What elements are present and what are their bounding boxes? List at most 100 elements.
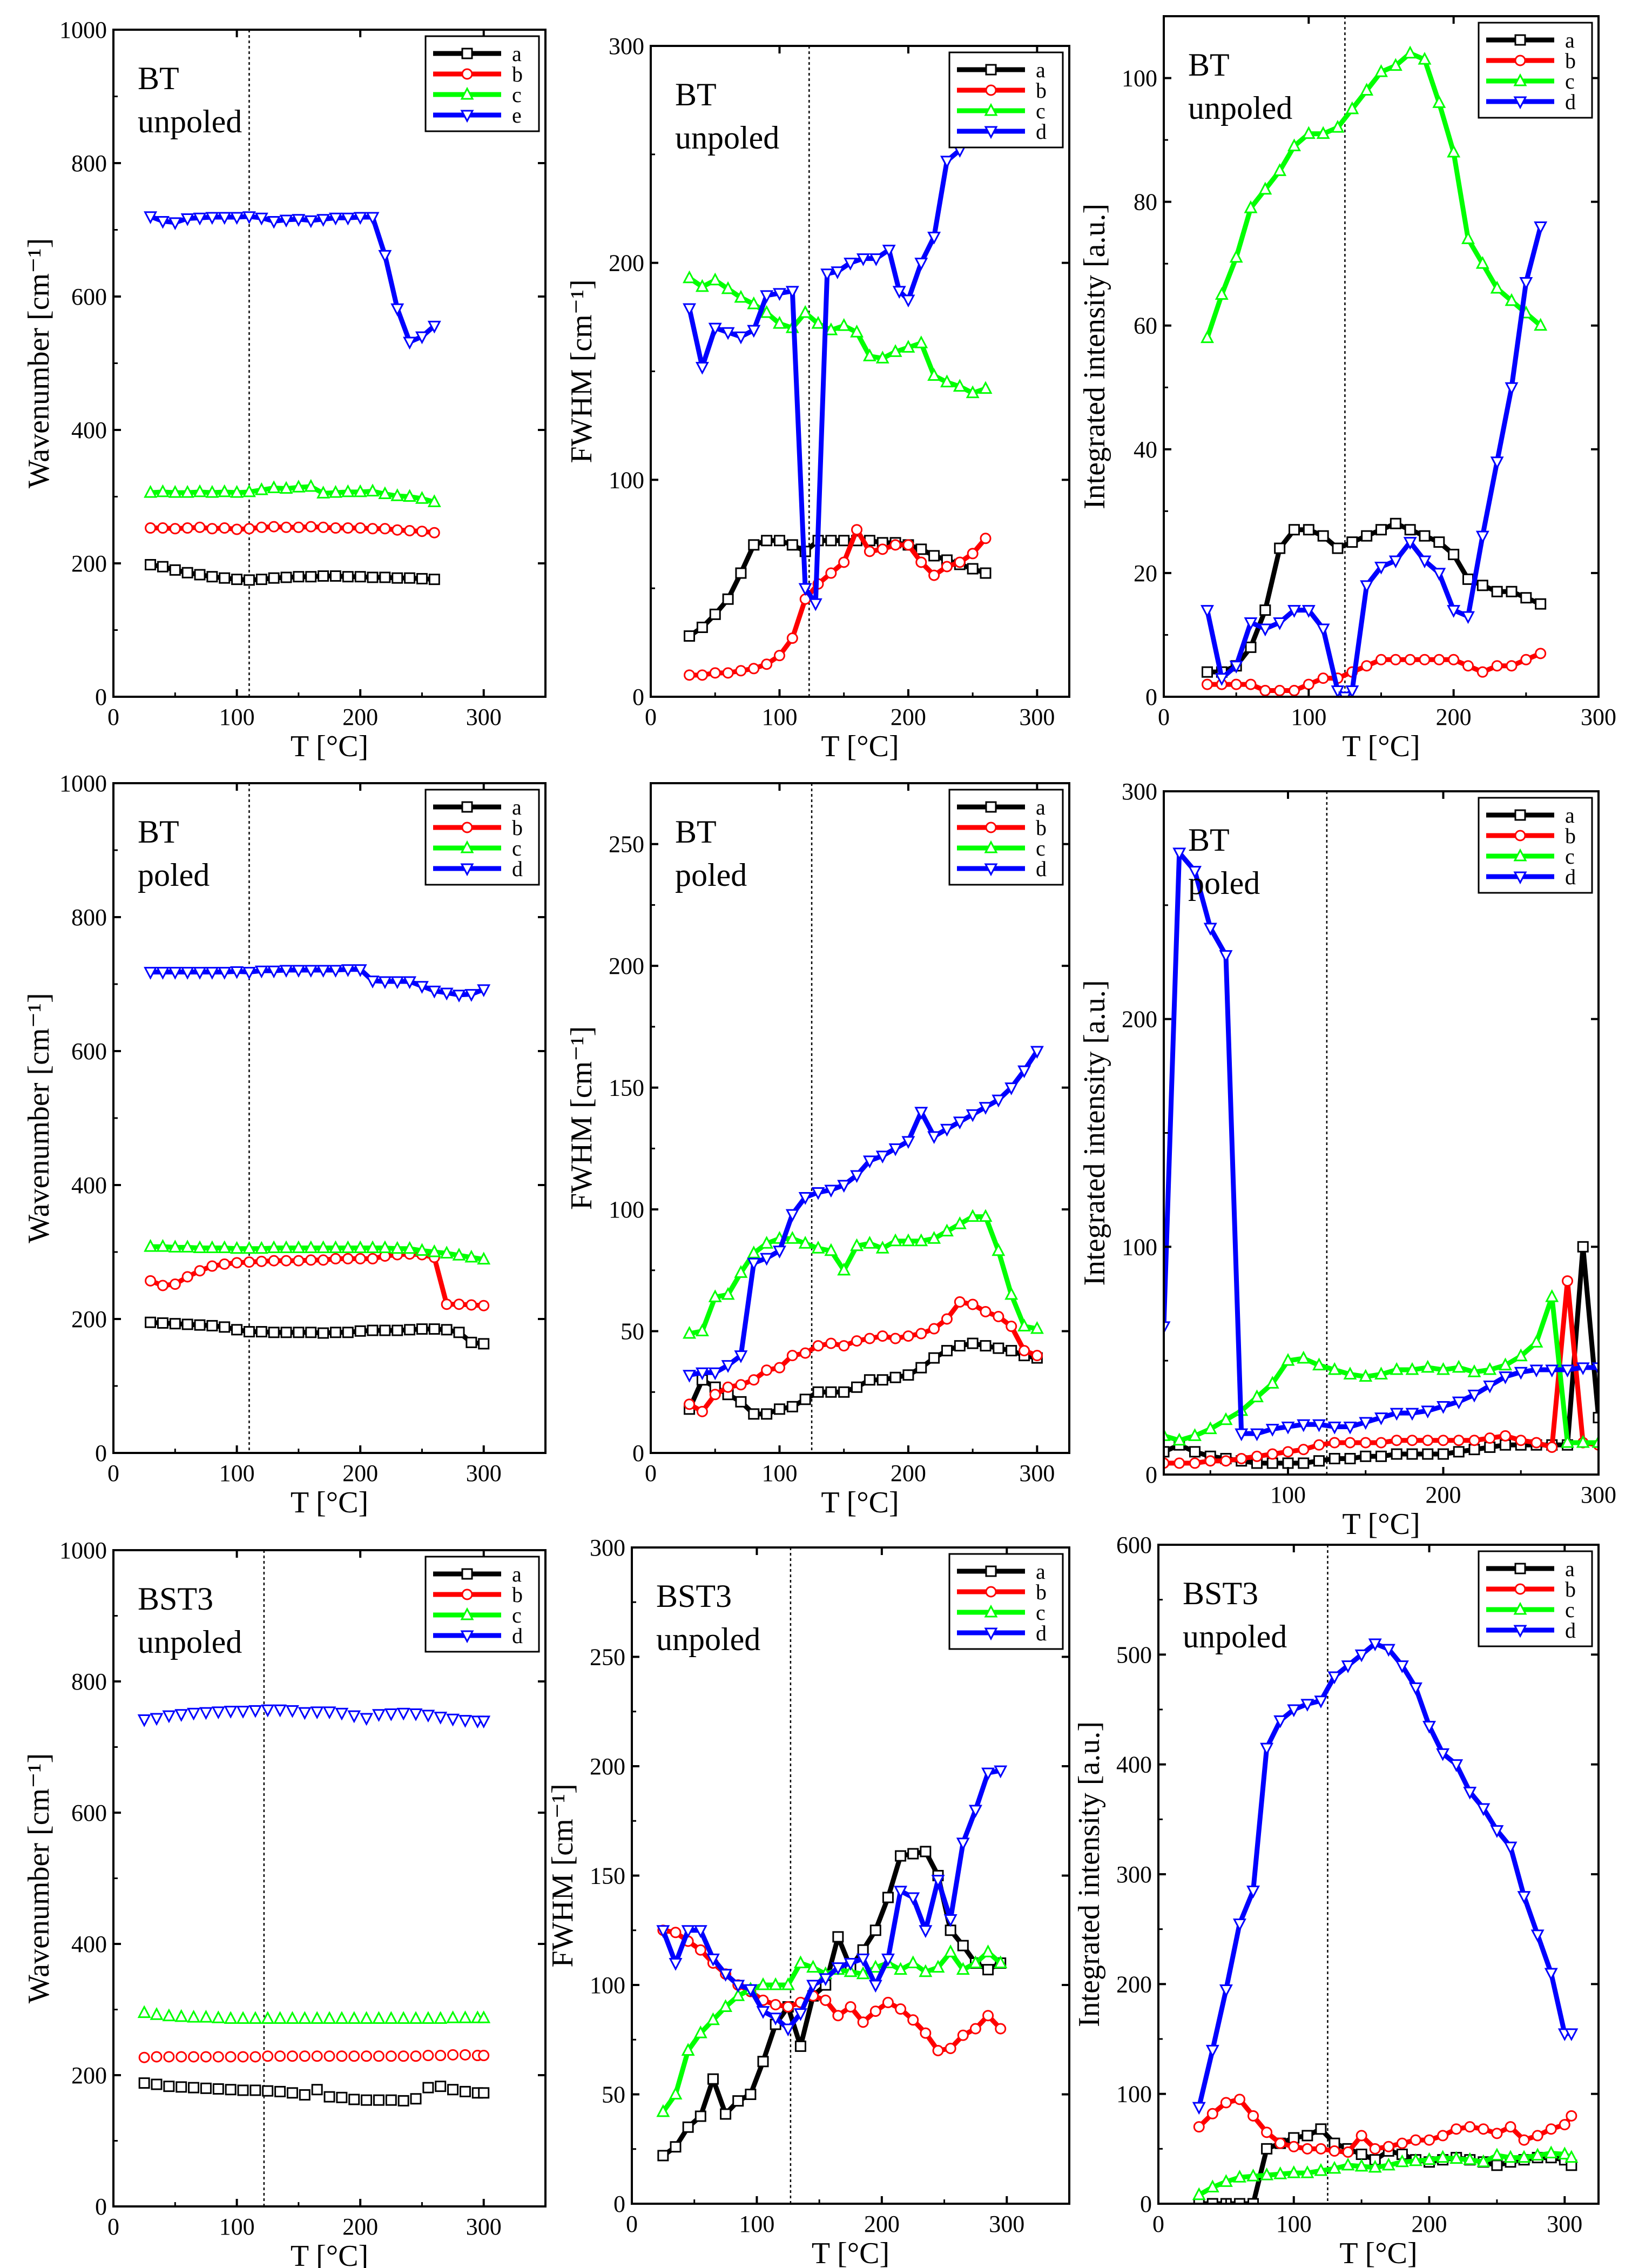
data-point <box>1219 950 1233 963</box>
series-d <box>1164 847 1599 1442</box>
data-point <box>255 574 267 585</box>
data-point <box>279 1240 293 1254</box>
legend-label: b <box>1565 1577 1576 1601</box>
data-point <box>1327 1421 1341 1435</box>
data-point <box>1312 1419 1326 1432</box>
data-point <box>1453 1435 1465 1446</box>
data-point <box>460 840 474 853</box>
data-point <box>237 2051 249 2063</box>
data-point <box>415 981 429 994</box>
data-point <box>682 2121 694 2133</box>
data-point <box>773 535 785 547</box>
data-point <box>1203 923 1217 936</box>
data-point <box>194 1265 206 1277</box>
data-point <box>1419 530 1431 542</box>
data-point <box>1274 685 1286 697</box>
data-point <box>1261 2126 1273 2138</box>
y-tick-label: 80 <box>1134 189 1157 216</box>
data-point <box>242 484 256 497</box>
legend-label: a <box>512 42 522 66</box>
data-point <box>1383 2141 1394 2152</box>
data-point <box>378 250 392 263</box>
data-point <box>218 484 232 497</box>
y-tick-label: 250 <box>590 1644 625 1671</box>
data-point <box>434 1712 448 1725</box>
data-point <box>812 1386 824 1398</box>
sample-label: BST3 <box>656 1578 732 1614</box>
data-point <box>1530 2148 1545 2161</box>
data-point <box>1535 598 1547 610</box>
data-point <box>722 667 734 679</box>
data-point <box>305 1254 317 1266</box>
data-point <box>378 976 392 990</box>
y-tick-label: 300 <box>609 33 644 59</box>
data-point <box>1421 1405 1435 1419</box>
data-point <box>316 1240 331 1254</box>
data-point <box>940 1223 954 1237</box>
data-point <box>230 966 244 979</box>
x-axis-label: T [°C] <box>291 730 368 763</box>
data-point <box>1544 2145 1558 2158</box>
data-point <box>180 967 194 980</box>
data-point <box>894 1962 908 1975</box>
data-point <box>403 976 417 990</box>
data-point <box>1342 2146 1354 2158</box>
data-point <box>390 1241 404 1254</box>
data-point <box>1355 2149 1367 2160</box>
data-point <box>396 2011 410 2024</box>
series-line-a <box>148 1320 487 1347</box>
data-point <box>806 1980 820 1993</box>
x-tick-label: 0 <box>645 1460 657 1486</box>
data-point <box>892 286 906 299</box>
data-point <box>1341 1660 1355 1673</box>
data-point <box>832 1931 844 1943</box>
data-point <box>328 965 342 978</box>
data-point <box>695 1367 709 1381</box>
data-point <box>1369 2143 1381 2155</box>
data-point <box>211 2010 225 2023</box>
data-point <box>311 2050 323 2062</box>
data-point <box>1559 2119 1570 2131</box>
data-point <box>446 2010 460 2023</box>
data-point <box>969 2023 981 2035</box>
data-point <box>1447 605 1461 618</box>
legend-label: d <box>1565 1618 1576 1643</box>
series-c <box>656 1944 1008 2117</box>
data-point <box>193 1240 207 1254</box>
y-tick-label: 400 <box>71 1931 107 1957</box>
data-point <box>876 1374 888 1386</box>
data-point <box>811 1241 825 1254</box>
data-point <box>219 1258 231 1270</box>
data-point <box>390 488 404 501</box>
data-point <box>1513 871 1527 885</box>
data-point <box>882 245 896 258</box>
data-point <box>427 494 441 507</box>
y-tick-label: 60 <box>1134 313 1157 339</box>
data-point <box>254 482 268 495</box>
data-point <box>1519 277 1533 290</box>
data-point <box>316 486 331 499</box>
data-point <box>1403 45 1417 59</box>
data-point <box>280 521 292 533</box>
data-point <box>299 2050 311 2062</box>
data-point <box>1514 55 1526 66</box>
data-point <box>1484 1441 1496 1453</box>
data-point <box>735 567 747 579</box>
data-point <box>1561 1364 1574 1378</box>
data-point <box>1219 1412 1233 1425</box>
data-point <box>966 385 980 399</box>
data-point <box>280 1327 292 1338</box>
data-point <box>261 2011 275 2024</box>
data-point <box>404 524 416 536</box>
data-point <box>1017 1065 1031 1079</box>
legend-label: a <box>1036 1559 1046 1584</box>
data-point <box>1505 293 1519 306</box>
data-point <box>1424 2134 1435 2146</box>
data-point <box>1344 1452 1356 1464</box>
data-point <box>980 1340 992 1352</box>
y-tick-label: 600 <box>71 1800 107 1826</box>
data-point <box>176 2081 187 2093</box>
series-e <box>144 211 441 350</box>
legend-label: b <box>1036 816 1047 840</box>
